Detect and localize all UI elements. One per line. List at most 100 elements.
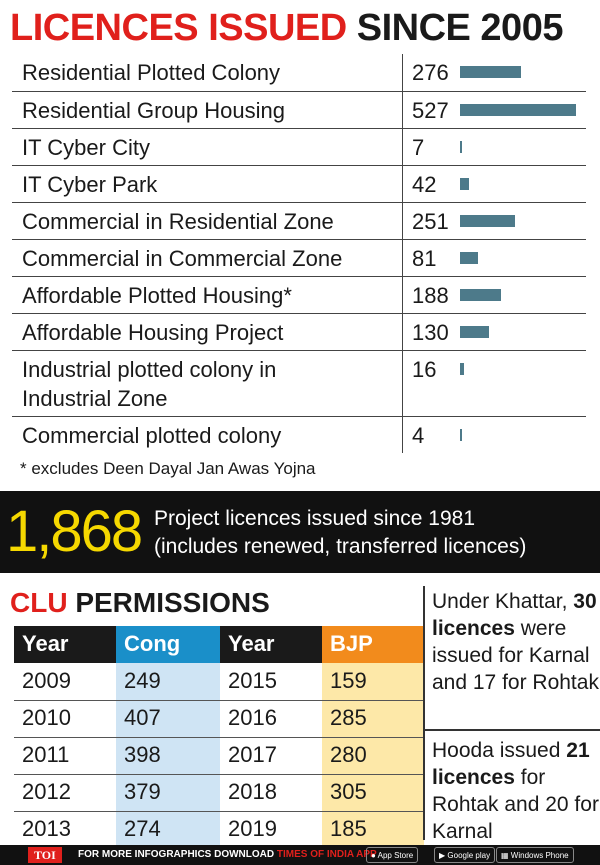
clu-cell: 2010 [22, 705, 71, 730]
category-label: IT Cyber City [22, 133, 150, 162]
windows-label: Windows Phone [510, 851, 569, 860]
category-label: Commercial in Commercial Zone [22, 244, 342, 273]
highlight-line1: Project licences issued since 1981 [154, 507, 476, 530]
table-row: Commercial in Commercial Zone 81 [12, 239, 586, 277]
hooda-bold: 21 licences [432, 739, 590, 789]
title-part1: LICENCES ISSUED [10, 7, 347, 49]
bar [460, 429, 462, 441]
value-label: 7 [412, 135, 425, 160]
clu-row-line [14, 811, 424, 812]
footnote: * excludes Deen Dayal Jan Awas Yojna [20, 459, 316, 478]
table-row: IT Cyber City 7 [12, 128, 586, 166]
windows-icon: ▦ [501, 851, 509, 860]
clu-header-cell: BJP [322, 626, 424, 663]
table-row: Industrial plotted colony in Industrial Z… [12, 350, 586, 417]
category-label-line: IT Cyber City [22, 135, 150, 160]
khattar-note: Under Khattar, 30 licences were issued f… [432, 588, 600, 696]
bar [460, 104, 576, 116]
play-icon: ▶ [439, 851, 446, 860]
clu-cell: 2009 [22, 668, 71, 693]
title-part2: SINCE 2005 [356, 7, 564, 49]
clu-cell: 2017 [228, 742, 277, 767]
value-label: 130 [412, 320, 449, 345]
table-row: Commercial in Residential Zone 251 [12, 202, 586, 240]
hooda-post: for Rohtak and 20 for Karnal [432, 766, 599, 843]
google-play-badge[interactable]: ▶ Google play [434, 847, 496, 863]
highlight-number: 1,868 [6, 499, 143, 564]
clu-cell: 185 [322, 811, 424, 848]
khattar-post: were issued for Karnal and 17 for Rohtak [432, 617, 599, 694]
clu-cell: 2019 [228, 816, 277, 841]
clu-title-part1: CLU [10, 587, 68, 618]
clu-cell: 305 [322, 774, 424, 811]
table-row: Commercial plotted colony 4 [12, 416, 586, 454]
side-separator [425, 729, 600, 731]
bar [460, 66, 521, 78]
clu-row-line [14, 737, 424, 738]
main-title: LICENCES ISSUED SINCE 2005 [10, 6, 563, 50]
value-label: 527 [412, 98, 449, 123]
value-label: 188 [412, 283, 449, 308]
category-label: Commercial in Residential Zone [22, 207, 334, 236]
category-label-line: Commercial in Residential Zone [22, 209, 334, 234]
value-label: 42 [412, 172, 437, 197]
side-divider [423, 586, 425, 840]
bar [460, 141, 462, 153]
clu-cell: 274 [116, 811, 220, 848]
clu-title-part2: PERMISSIONS [75, 587, 270, 618]
app-store-badge[interactable]: ● App Store [366, 847, 419, 863]
category-label-line: Residential Group Housing [22, 98, 285, 123]
bar [460, 252, 478, 264]
clu-cell: 2011 [22, 742, 70, 767]
hooda-pre: Hooda issued [432, 739, 561, 762]
clu-cell: 379 [116, 774, 220, 811]
bar [460, 289, 502, 301]
value-label: 81 [412, 246, 437, 271]
category-label: Industrial plotted colony in Industrial Z… [22, 355, 276, 413]
value-label: 4 [412, 423, 425, 448]
google-play-label: Google play [447, 851, 491, 860]
column-divider [402, 54, 403, 453]
footer-text1: FOR MORE INFOGRAPHICS DOWNLOAD [78, 849, 275, 860]
app-store-label: App Store [377, 851, 414, 860]
value-label: 251 [412, 209, 449, 234]
footer-text2: TIMES OF INDIA APP [276, 849, 377, 860]
khattar-bold: 30 licences [432, 590, 597, 640]
clu-cell: 2016 [228, 705, 277, 730]
windows-phone-badge[interactable]: ▦ Windows Phone [496, 847, 574, 863]
clu-row-line [14, 700, 424, 701]
category-label-line: Commercial plotted colony [22, 423, 282, 448]
highlight-text: Project licences issued since 1981 (incl… [154, 505, 526, 561]
clu-cell: 159 [322, 663, 424, 700]
clu-title: CLU PERMISSIONS [10, 586, 270, 620]
clu-cell: 285 [322, 700, 424, 737]
bar [460, 363, 464, 375]
clu-cell: 2015 [228, 668, 277, 693]
category-label: Commercial plotted colony [22, 421, 281, 450]
clu-header-cell: Year [14, 626, 116, 663]
clu-cell: 407 [116, 700, 220, 737]
footer-bar [0, 845, 600, 865]
hooda-note: Hooda issued 21 licences for Rohtak and … [432, 737, 600, 845]
clu-cell: 249 [116, 663, 220, 700]
value-label: 276 [412, 60, 449, 85]
table-row: Affordable Housing Project 130 [12, 313, 586, 351]
category-label-line: IT Cyber Park [22, 172, 158, 197]
category-label: Affordable Plotted Housing* [22, 281, 292, 310]
bar [460, 215, 516, 227]
category-label: IT Cyber Park [22, 170, 157, 199]
clu-cell: 2013 [22, 816, 71, 841]
clu-header-cell: Cong [116, 626, 220, 663]
clu-cell: 2018 [228, 779, 277, 804]
table-row: Affordable Plotted Housing* 188 [12, 276, 586, 314]
category-label: Affordable Housing Project [22, 318, 283, 347]
table-row: IT Cyber Park 42 [12, 165, 586, 203]
highlight-line2: (includes renewed, transferred licences) [154, 535, 527, 558]
category-label-line: Residential Plotted Colony [22, 60, 281, 85]
category-label-line: Affordable Housing Project [22, 320, 284, 345]
khattar-pre: Under Khattar, [432, 590, 568, 613]
apple-icon: ● [371, 851, 376, 860]
table-row: Residential Group Housing 527 [12, 91, 586, 129]
category-label-line: Affordable Plotted Housing* [22, 283, 292, 308]
category-label-line: Industrial Zone [22, 386, 168, 411]
